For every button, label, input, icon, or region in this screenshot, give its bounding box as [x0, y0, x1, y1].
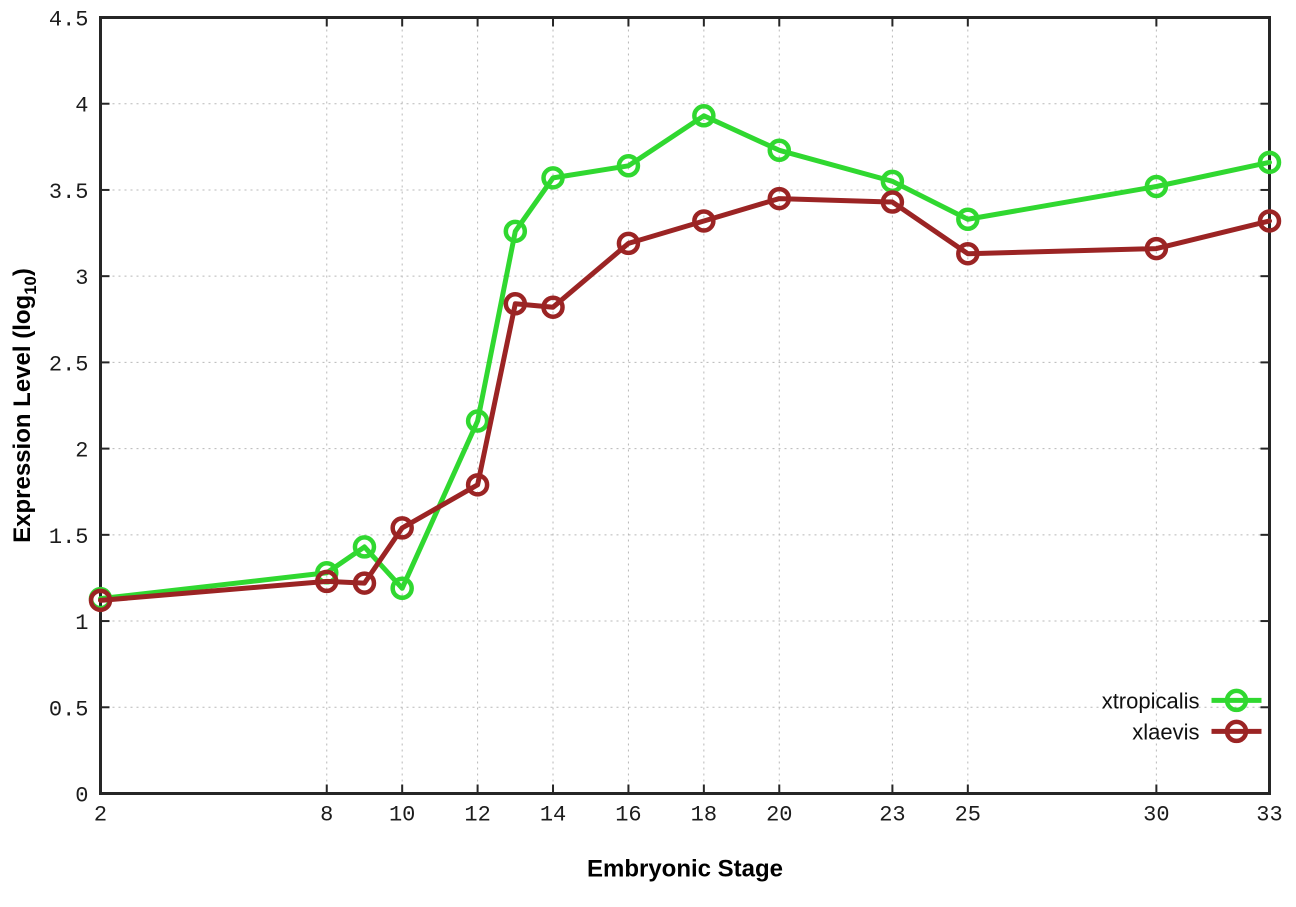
data-point-marker: [616, 231, 641, 256]
x-tick-label: 10: [389, 803, 415, 828]
data-point-marker: [767, 186, 792, 211]
y-tick-labels: 0 0.5 1 1.5 2 2.5 3 3.5 4 4.5: [49, 8, 89, 809]
y-tick-label: 4.5: [49, 8, 89, 33]
x-tick-label: 14: [540, 803, 566, 828]
x-tick-label: 33: [1256, 803, 1282, 828]
x-tick-label: 18: [691, 803, 717, 828]
legend-marker-sample: [1224, 688, 1249, 713]
data-point-marker: [88, 588, 113, 613]
data-point-marker: [1257, 150, 1282, 175]
x-tick-label: 25: [955, 803, 981, 828]
x-tick-label: 23: [879, 803, 905, 828]
gridlines: [100, 17, 1270, 794]
data-point-marker: [352, 535, 377, 559]
y-tick-label: 0: [75, 784, 88, 809]
x-tick-label: 16: [615, 803, 641, 828]
data-point-marker: [956, 207, 980, 232]
x-tick-label: 2: [94, 803, 107, 828]
legend-marker-sample: [1224, 719, 1249, 744]
data-point-marker: [1257, 209, 1282, 233]
data-point-marker: [541, 166, 565, 190]
data-point-marker: [956, 241, 980, 266]
series-xtropicalis: [88, 104, 1282, 611]
data-point-marker: [1144, 174, 1169, 199]
series-xlaevis-line: [98, 196, 1272, 603]
y-tick-label: 0.5: [49, 697, 89, 722]
x-tick-labels: 2 8 10 12 14 16 18 20 23 25 30 33: [94, 803, 1283, 828]
data-point-marker: [465, 409, 490, 433]
tick-marks: [99, 16, 1271, 795]
data-point-marker: [880, 190, 905, 214]
data-point-marker: [390, 516, 414, 540]
y-tick-label: 4: [75, 94, 88, 119]
y-tick-label: 3.5: [49, 180, 89, 205]
y-axis-title: Expression Level (log10): [9, 268, 40, 543]
data-point-marker: [616, 154, 641, 178]
x-tick-label: 12: [464, 803, 490, 828]
x-axis-title: Embryonic Stage: [587, 856, 783, 883]
legend-label: xlaevis: [1132, 719, 1199, 744]
data-point-marker: [692, 104, 716, 128]
data-point-marker: [1144, 236, 1169, 261]
x-tick-label: 8: [320, 803, 333, 828]
y-tick-label: 1: [75, 611, 88, 636]
data-point-marker: [390, 576, 414, 601]
x-tick-label: 20: [766, 803, 792, 828]
data-point-marker: [352, 571, 377, 595]
data-point-marker: [541, 295, 565, 319]
y-tick-label: 2: [75, 439, 88, 464]
data-point-marker: [692, 209, 716, 233]
data-point-marker: [503, 292, 528, 316]
y-tick-label: 3: [75, 266, 88, 291]
x-tick-label: 30: [1143, 803, 1169, 828]
data-point-marker: [767, 138, 792, 163]
plot-border: [99, 16, 1271, 795]
data-point-marker: [465, 473, 490, 497]
y-tick-label: 2.5: [49, 352, 89, 377]
legend-entry-xlaevis: xlaevis: [1132, 719, 1262, 744]
data-point-marker: [503, 219, 528, 244]
legend-label: xtropicalis: [1102, 688, 1200, 713]
y-tick-label: 1.5: [49, 525, 89, 550]
legend-entry-xtropicalis: xtropicalis: [1102, 688, 1262, 713]
data-point-marker: [315, 569, 339, 594]
legend: xtropicalis xlaevis: [1102, 688, 1262, 744]
series-xlaevis: [88, 186, 1282, 613]
series-xtropicalis-line: [98, 113, 1272, 602]
